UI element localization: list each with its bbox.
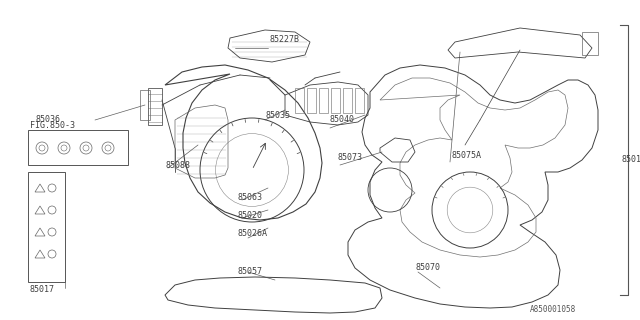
Text: 85075A: 85075A: [452, 150, 482, 159]
Text: 85057: 85057: [238, 268, 263, 276]
Text: 85070: 85070: [415, 263, 440, 273]
Text: 85040: 85040: [330, 116, 355, 124]
Text: 85036: 85036: [35, 116, 60, 124]
Text: 85227B: 85227B: [270, 36, 300, 44]
Bar: [295, 88, 304, 113]
Bar: [307, 88, 316, 113]
Text: 85026A: 85026A: [238, 228, 268, 237]
Text: 85035: 85035: [265, 110, 290, 119]
Text: 85020: 85020: [238, 211, 263, 220]
Bar: [28, 130, 128, 165]
Bar: [140, 90, 150, 120]
Text: 85088: 85088: [165, 161, 190, 170]
Text: 85063: 85063: [238, 194, 263, 203]
Bar: [355, 88, 364, 113]
Text: FIG.850-3: FIG.850-3: [30, 122, 75, 131]
Text: 85017: 85017: [30, 285, 55, 294]
Bar: [331, 88, 340, 113]
Text: 85012: 85012: [622, 156, 640, 164]
Text: A850001058: A850001058: [530, 306, 576, 315]
Text: 85073: 85073: [338, 154, 363, 163]
Bar: [319, 88, 328, 113]
Bar: [343, 88, 352, 113]
